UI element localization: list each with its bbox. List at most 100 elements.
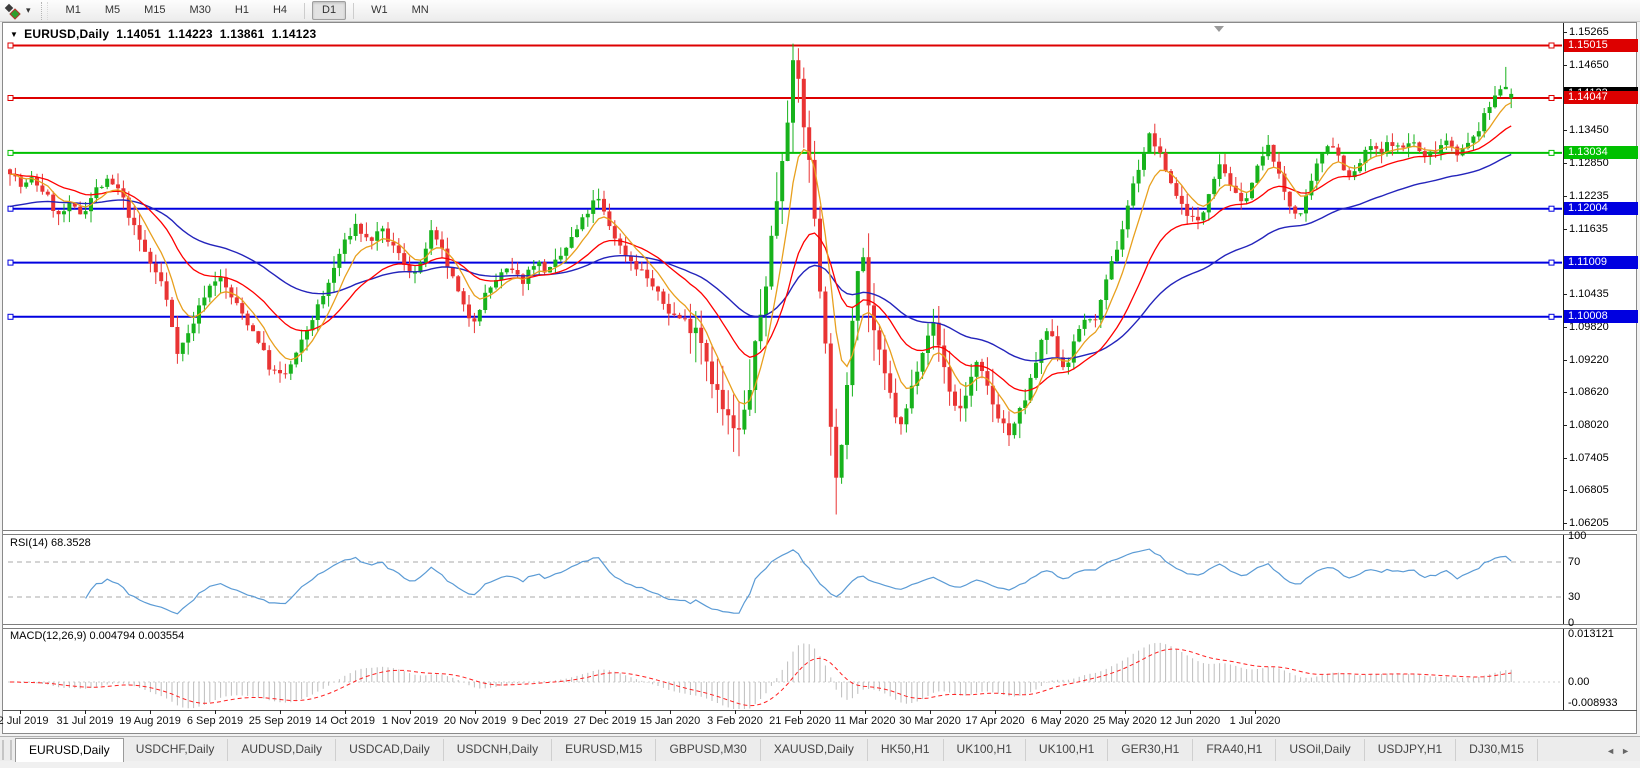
- chart-tab-bar: EURUSD,Daily USDCHF,Daily AUDUSD,Daily USDC…: [0, 736, 1640, 762]
- chart-tab-usdchf-daily[interactable]: USDCHF,Daily: [123, 739, 229, 761]
- rsi-axis-label: 30: [1568, 591, 1581, 603]
- price-tick-label: 1.07405: [1569, 452, 1609, 464]
- time-tick-mark: [735, 710, 736, 714]
- price-tick-mark: [1563, 294, 1567, 295]
- price-tick-mark: [1563, 327, 1567, 328]
- price-tick-label: 1.12235: [1569, 190, 1609, 202]
- level-price-badge: 1.12004: [1564, 202, 1638, 215]
- time-tick-label: 12 Jul 2019: [0, 715, 49, 727]
- price-tick-label: 1.11635: [1569, 223, 1608, 235]
- chart-tab-ger30-h1[interactable]: GER30,H1: [1108, 739, 1194, 761]
- ohlc-close: 1.14123: [271, 27, 317, 41]
- time-tick-label: 25 May 2020: [1093, 715, 1157, 727]
- timeframe-button-h4[interactable]: H4: [272, 4, 288, 16]
- price-tick-mark: [1563, 360, 1567, 361]
- chart-tab-fra40-h1[interactable]: FRA40,H1: [1193, 739, 1277, 761]
- macd-axis-label: 0.013121: [1568, 628, 1614, 640]
- chart-tab-uk100-h1[interactable]: UK100,H1: [1026, 739, 1109, 761]
- chart-tab-hk50-h1[interactable]: HK50,H1: [868, 739, 944, 761]
- price-tick-mark: [1563, 229, 1567, 230]
- time-tick-mark: [1125, 710, 1126, 714]
- timeframe-button-m15[interactable]: M15: [144, 4, 166, 16]
- symbol-label: EURUSD,Daily: [24, 27, 110, 41]
- time-tick-label: 31 Jul 2019: [56, 715, 114, 727]
- cursor-tool-icon[interactable]: [4, 3, 24, 20]
- tool-dropdown-caret-icon[interactable]: ▾: [26, 5, 31, 15]
- time-tick-label: 27 Dec 2019: [573, 715, 637, 727]
- timeframe-button-w1[interactable]: W1: [371, 4, 388, 16]
- time-tick-mark: [215, 710, 216, 714]
- chevron-down-icon[interactable]: ▼: [10, 30, 19, 39]
- ohlc-high: 1.14223: [168, 27, 213, 41]
- price-tick-label: 1.10435: [1569, 288, 1609, 300]
- macd-axis-label: 0.00: [1568, 676, 1590, 688]
- tab-bar-grip[interactable]: [2, 740, 12, 760]
- chart-tab-dj30-m15[interactable]: DJ30,M15: [1456, 739, 1538, 761]
- price-tick-mark: [1563, 523, 1567, 524]
- time-tick-label: 6 May 2020: [1031, 715, 1089, 727]
- tab-scroll-right-icon[interactable]: ►: [1621, 746, 1630, 756]
- chart-tab-gbpusd-m30[interactable]: GBPUSD,M30: [656, 739, 761, 761]
- timeframe-button-mn[interactable]: MN: [411, 4, 429, 16]
- time-tick-label: 6 Sep 2019: [186, 715, 244, 727]
- level-price-badge: 1.15015: [1564, 39, 1638, 52]
- price-tick-label: 1.14650: [1569, 59, 1609, 71]
- price-tick-label: 1.08020: [1569, 419, 1609, 431]
- time-tick-mark: [605, 710, 606, 714]
- macd-panel-splitter[interactable]: [3, 624, 1637, 629]
- chart-tab-uk100-h1[interactable]: UK100,H1: [944, 739, 1026, 761]
- time-tick-mark: [475, 710, 476, 714]
- price-tick-label: 1.06805: [1569, 484, 1609, 496]
- toolbar-separator: [304, 2, 306, 19]
- rsi-axis-label: 0: [1568, 617, 1575, 629]
- price-tick-label: 1.09220: [1569, 354, 1609, 366]
- chart-tab-usdcad-daily[interactable]: USDCAD,Daily: [336, 739, 444, 761]
- timeframe-button-d1[interactable]: D1: [312, 1, 347, 20]
- time-tick-label: 9 Dec 2019: [511, 715, 569, 727]
- timeframe-button-m5[interactable]: M5: [104, 4, 121, 16]
- price-tick-label: 1.09820: [1569, 321, 1609, 333]
- price-axis-line[interactable]: [1563, 23, 1564, 710]
- level-price-badge: 1.13034: [1564, 146, 1638, 159]
- time-tick-mark: [280, 710, 281, 714]
- rsi-axis-label: 70: [1568, 556, 1581, 568]
- price-tick-mark: [1563, 130, 1567, 131]
- rsi-panel-splitter[interactable]: [3, 530, 1637, 535]
- time-tick-label: 1 Nov 2019: [381, 715, 439, 727]
- tab-scroll-arrows: ◄ ►: [1600, 746, 1630, 756]
- time-tick-mark: [540, 710, 541, 714]
- rsi-axis-label: 100: [1568, 530, 1587, 542]
- time-tick-label: 15 Jan 2020: [639, 715, 701, 727]
- toolbar-separator: [353, 2, 355, 19]
- chart-tab-audusd-daily[interactable]: AUDUSD,Daily: [228, 739, 337, 761]
- time-tick-mark: [800, 710, 801, 714]
- chart-tab-xauusd-daily[interactable]: XAUUSD,Daily: [761, 739, 868, 761]
- price-tick-mark: [1563, 65, 1567, 66]
- timeframe-button-h1[interactable]: H1: [234, 4, 249, 16]
- tab-scroll-left-icon[interactable]: ◄: [1606, 746, 1616, 756]
- time-tick-mark: [20, 710, 21, 714]
- price-tick-label: 1.08620: [1569, 386, 1609, 398]
- timeframe-button-m1[interactable]: M1: [65, 4, 81, 16]
- price-tick-mark: [1563, 458, 1567, 459]
- time-tick-label: 20 Nov 2019: [443, 715, 507, 727]
- price-tick-mark: [1563, 490, 1567, 491]
- chart-tab-usoil-daily[interactable]: USOil,Daily: [1276, 739, 1365, 761]
- time-tick-label: 11 Mar 2020: [834, 715, 896, 727]
- timeframe-button-m30[interactable]: M30: [189, 4, 211, 16]
- rsi-label: RSI(14) 68.3528: [10, 537, 91, 549]
- chart-tab-eurusd-daily[interactable]: EURUSD,Daily: [15, 738, 124, 762]
- chart-tab-usdjpy-h1[interactable]: USDJPY,H1: [1365, 739, 1457, 761]
- price-tick-label: 1.13450: [1569, 124, 1609, 136]
- chart-tab-usdcnh-daily[interactable]: USDCNH,Daily: [444, 739, 553, 761]
- time-tick-mark: [670, 710, 671, 714]
- level-price-badge: 1.10008: [1564, 310, 1638, 323]
- time-tick-mark: [85, 710, 86, 714]
- price-tick-mark: [1563, 196, 1567, 197]
- time-tick-label: 21 Feb 2020: [769, 715, 831, 727]
- time-tick-label: 17 Apr 2020: [965, 715, 1025, 727]
- chart-tab-eurusd-m15[interactable]: EURUSD,M15: [552, 739, 657, 761]
- time-tick-label: 3 Feb 2020: [707, 715, 763, 727]
- time-tick-label: 25 Sep 2019: [248, 715, 312, 727]
